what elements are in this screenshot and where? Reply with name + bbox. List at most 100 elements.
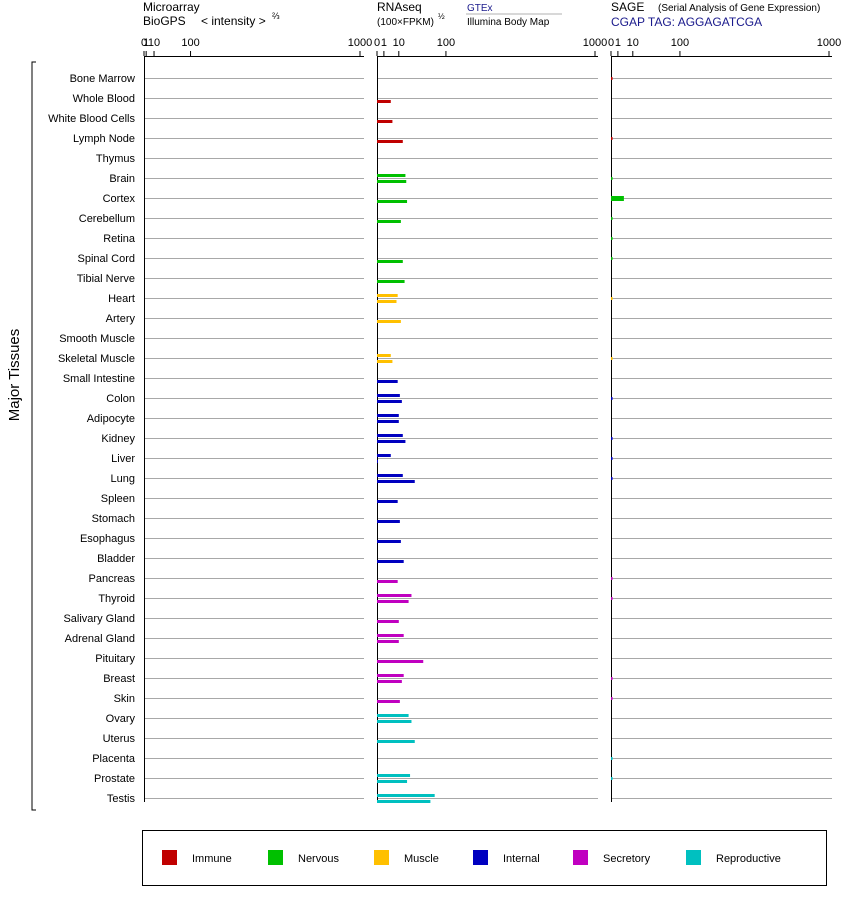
tissue-label: Retina <box>103 233 136 245</box>
rnaseq-tick-label: 100 <box>437 37 455 49</box>
tissue-label: Brain <box>109 173 135 185</box>
sage-bar <box>611 196 624 201</box>
tissue-label: Small Intestine <box>63 373 135 385</box>
rnaseq-illumina-bar <box>377 480 415 483</box>
rnaseq-tick-label: 0 <box>374 37 380 49</box>
sage-tick-label: 10 <box>627 37 639 49</box>
y-axis-bracket <box>31 61 36 811</box>
rnaseq-source-gtex: GTEx <box>467 3 493 14</box>
microarray-tick-label: 0 <box>141 37 147 49</box>
rnaseq-gtex-bar <box>377 414 399 417</box>
tissue-label: Skeletal Muscle <box>58 353 135 365</box>
rnaseq-illumina-bar <box>377 520 400 523</box>
tissue-label: Prostate <box>94 773 135 785</box>
rnaseq-illumina-bar <box>377 460 378 463</box>
rnaseq-gtex-bar <box>377 674 404 677</box>
rnaseq-illumina-bar <box>377 140 403 143</box>
rnaseq-illumina-bar <box>377 420 399 423</box>
sage-bar <box>611 137 613 140</box>
rnaseq-unit-label: (100×FPKM) <box>377 17 434 28</box>
rnaseq-illumina-bar <box>377 680 402 683</box>
rnaseq-gtex-bar <box>377 714 409 717</box>
rnaseq-tick-label: 10 <box>393 37 405 49</box>
sage-bar <box>611 397 613 400</box>
microarray-tick-label: 100 <box>181 37 199 49</box>
rnaseq-illumina-bar <box>377 580 398 583</box>
tissue-label: Colon <box>106 393 135 405</box>
rnaseq-gtex-bar <box>377 174 406 177</box>
rnaseq-illumina-bar <box>377 320 401 323</box>
legend-box <box>142 830 827 886</box>
sage-bar <box>611 297 613 300</box>
rnaseq-illumina-bar <box>377 700 400 703</box>
sage-subtitle: (Serial Analysis of Gene Expression) <box>658 3 820 14</box>
microarray-title: Microarray <box>143 0 200 14</box>
legend-label: Muscle <box>404 853 439 865</box>
rnaseq-illumina-bar <box>377 400 402 403</box>
legend-swatch <box>162 850 177 865</box>
tissue-label: Stomach <box>92 513 135 525</box>
legend: Immune Nervous Muscle Internal Secretory Repr… <box>162 850 781 865</box>
tissue-label: Skin <box>114 693 135 705</box>
sage-tick-label: 0 <box>608 37 614 49</box>
legend-label: Nervous <box>298 853 339 865</box>
rnaseq-gtex-bar <box>377 474 403 477</box>
sage-tick-label: 1000 <box>817 37 841 49</box>
rnaseq-gtex-bar <box>377 354 391 357</box>
rnaseq-illumina-bar <box>377 380 398 383</box>
sage-tick-label: 1 <box>615 37 621 49</box>
sage-bar <box>611 757 613 760</box>
rnaseq-gtex-bar <box>377 794 435 797</box>
tissue-label: Bone Marrow <box>70 73 135 85</box>
tissue-label: Heart <box>108 293 135 305</box>
legend-swatch <box>268 850 283 865</box>
microarray-scale-label: < intensity > <box>201 14 266 28</box>
tissue-label: Lymph Node <box>73 133 135 145</box>
tissue-label: Spinal Cord <box>78 253 135 265</box>
rnaseq-illumina-bar <box>377 220 401 223</box>
sage-bar <box>611 477 613 480</box>
tissue-labels: Bone Marrow Whole Blood White Blood Cells L… <box>48 73 136 805</box>
tissue-label: Whole Blood <box>73 93 135 105</box>
legend-swatch <box>573 850 588 865</box>
tissue-label: Adipocyte <box>87 413 135 425</box>
sage-bar <box>611 217 613 220</box>
sage-bar <box>611 597 613 600</box>
rnaseq-illumina-bar <box>377 180 407 183</box>
legend-label: Internal <box>503 853 540 865</box>
rnaseq-source-illumina: Illumina Body Map <box>467 17 550 28</box>
tissue-label: Thymus <box>96 153 136 165</box>
legend-label: Reproductive <box>716 853 781 865</box>
tissue-label: Pancreas <box>89 573 136 585</box>
sage-tag-label: CGAP TAG: AGGAGATCGA <box>611 15 762 29</box>
microarray-scale-power: ⅔ <box>272 11 280 21</box>
tissue-label: Spleen <box>101 493 135 505</box>
rnaseq-tick-label: 1000 <box>583 37 607 49</box>
tissue-label: Testis <box>107 793 136 805</box>
sage-bar <box>611 457 613 460</box>
rnaseq-illumina-bar <box>377 260 403 263</box>
rnaseq-illumina-bar <box>377 280 405 283</box>
tissue-label: Pituitary <box>95 653 135 665</box>
tissue-label: Uterus <box>103 733 136 745</box>
tissue-label: Cerebellum <box>79 213 135 225</box>
rnaseq-unit-power: ½ <box>438 12 445 21</box>
rnaseq-tick-label: 1 <box>381 37 387 49</box>
tissue-label: Esophagus <box>80 533 136 545</box>
rnaseq-illumina-bar <box>377 800 431 803</box>
rnaseq-title: RNAseq <box>377 0 422 14</box>
rnaseq-gtex-bar <box>377 594 412 597</box>
rnaseq-illumina-bar <box>377 660 424 663</box>
grid-layer <box>144 78 832 799</box>
tissue-label: Cortex <box>103 193 136 205</box>
legend-label: Secretory <box>603 853 651 865</box>
sage-bar <box>611 237 613 240</box>
rnaseq-illumina-bar <box>377 300 397 303</box>
sage-title: SAGE <box>611 0 644 14</box>
rnaseq-illumina-bar <box>377 200 408 203</box>
rnaseq-illumina-bar <box>377 120 393 123</box>
tissue-label: White Blood Cells <box>48 113 135 125</box>
microarray-tick-label: 10 <box>148 37 160 49</box>
sage-bar <box>611 177 613 180</box>
